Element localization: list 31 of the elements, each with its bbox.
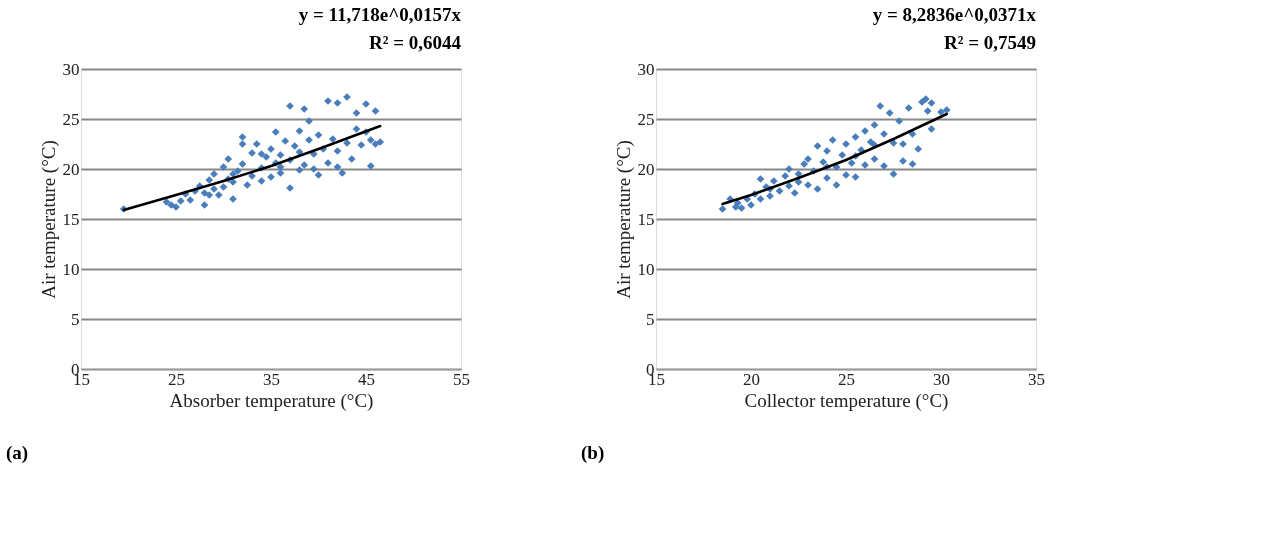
x-tick-label: 35 — [263, 369, 280, 389]
y-axis-title: Air temperature (°C) — [37, 140, 60, 299]
y-tick-label: 10 — [62, 259, 80, 279]
y-tick-label: 30 — [637, 59, 655, 79]
x-tick-label: 25 — [168, 369, 185, 389]
y-tick-label: 5 — [71, 309, 80, 329]
line-series — [122, 124, 382, 212]
x-tick-label: 55 — [453, 369, 470, 389]
y-tick-label: 5 — [646, 309, 655, 329]
y-tick-label: 25 — [62, 109, 80, 129]
x-axis-title: Absorber temperature (°C) — [169, 389, 374, 412]
text: y = 8,2836e^0,0371x — [872, 4, 1037, 25]
y-tick-label: 20 — [62, 159, 80, 179]
y-tick-label: 10 — [637, 259, 655, 279]
x-tick-label: 20 — [743, 369, 760, 389]
text: (b) — [581, 442, 605, 464]
text: y = 11,718e^0,0157x — [298, 4, 462, 25]
y-tick-label: 15 — [62, 209, 80, 229]
y-tick-label: 20 — [637, 159, 655, 179]
y-tick-label: 15 — [637, 209, 655, 229]
text: R² = 0,7549 — [944, 32, 1036, 53]
y-tick-label: 30 — [62, 59, 80, 79]
x-axis-title: Collector temperature (°C) — [744, 389, 949, 412]
y-axis-title: Air temperature (°C) — [612, 140, 635, 299]
x-tick-label: 35 — [1028, 369, 1045, 389]
x-tick-label: 45 — [358, 369, 375, 389]
text: (a) — [6, 442, 29, 464]
y-tick-label: 25 — [637, 109, 655, 129]
x-tick-label: 30 — [933, 369, 950, 389]
x-tick-label: 25 — [838, 369, 855, 389]
text: R² = 0,6044 — [369, 32, 462, 53]
